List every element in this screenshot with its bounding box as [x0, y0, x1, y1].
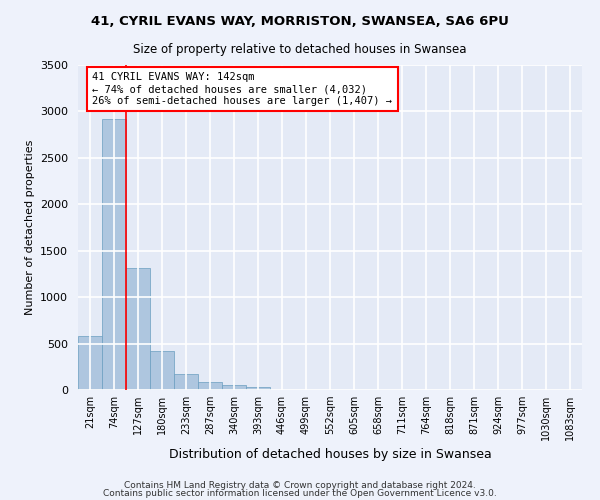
Bar: [222, 385, 246, 390]
Text: 41, CYRIL EVANS WAY, MORRISTON, SWANSEA, SA6 6PU: 41, CYRIL EVANS WAY, MORRISTON, SWANSEA,…: [91, 15, 509, 28]
Text: 41 CYRIL EVANS WAY: 142sqm
← 74% of detached houses are smaller (4,032)
26% of s: 41 CYRIL EVANS WAY: 142sqm ← 74% of deta…: [92, 72, 392, 106]
Bar: [126, 268, 150, 390]
Bar: [150, 351, 174, 390]
Bar: [102, 119, 126, 390]
Text: Contains public sector information licensed under the Open Government Licence v3: Contains public sector information licen…: [103, 489, 497, 498]
Y-axis label: Number of detached properties: Number of detached properties: [25, 140, 35, 315]
Text: Size of property relative to detached houses in Swansea: Size of property relative to detached ho…: [133, 42, 467, 56]
Bar: [174, 374, 198, 390]
Bar: [78, 336, 102, 390]
Text: Contains HM Land Registry data © Crown copyright and database right 2024.: Contains HM Land Registry data © Crown c…: [124, 480, 476, 490]
Bar: [246, 387, 270, 390]
X-axis label: Distribution of detached houses by size in Swansea: Distribution of detached houses by size …: [169, 448, 491, 462]
Bar: [198, 382, 222, 390]
